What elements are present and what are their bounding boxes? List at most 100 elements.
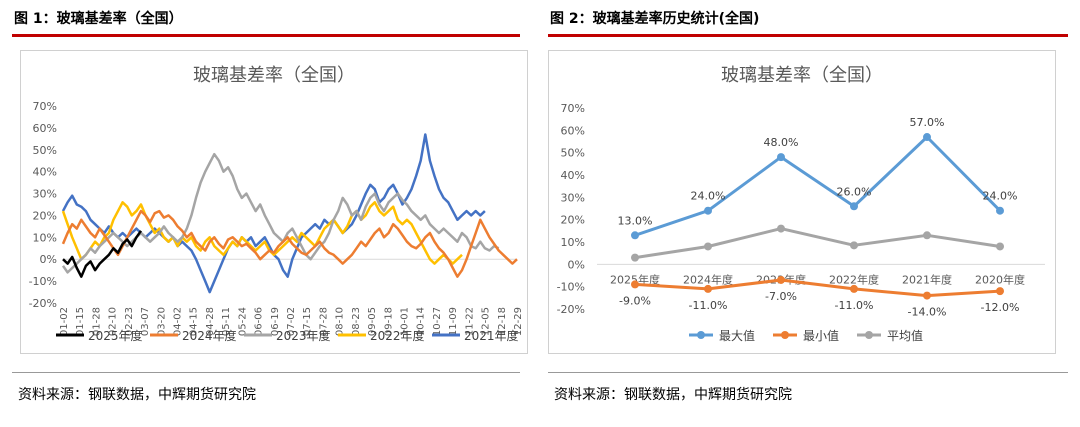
figure-1-source: 资料来源：钢联数据，中辉期货研究院 [18,387,256,403]
chart-1-x-tick-label: 06-19 [270,307,281,336]
chart-1-x-tick-label: 03-20 [156,307,167,336]
chart-2-data-label: -9.0% [619,294,651,307]
chart-2-data-label: -7.0% [765,290,797,303]
chart-2-series-line [634,135,1002,237]
chart-1-x-tick-label: 03-07 [140,307,151,336]
chart-2-y-tick-label: 0% [568,258,585,271]
chart-1-series-line [62,230,143,278]
chart-1-x-tick-label: 10-01 [400,307,411,336]
chart-2-data-point [777,275,785,284]
chart-2-y-tick-label: -10% [557,281,585,294]
chart-2-data-label: 26.0% [837,185,872,198]
chart-2-data-point [704,242,712,251]
chart-1-x-tick-label: 04-02 [173,307,184,336]
chart-2-title: 玻璃基差率（全国） [721,65,883,86]
chart-1-x-tick-label: 04-28 [205,307,216,336]
chart-1-y-tick-label: -10% [29,275,57,288]
chart-1-svg: 玻璃基差率（全国） -20% -10% 0% 10% 20% 30% 40% 50% 60% 70… [29,65,524,343]
figure-1-header: 图 1：玻璃基差率（全国） [14,11,183,27]
chart-2-data-point [777,153,785,162]
figure-2-footer-rule [548,372,1068,373]
chart-2-x-tick-label: 2020年度 [975,272,1025,286]
chart-1-legend-label: 2021年度 [464,328,519,343]
chart-1-y-tick-label: -20% [29,297,57,310]
chart-1-x-tick-label: 12-18 [497,307,508,336]
chart-2-y-tick-label: -20% [557,303,585,316]
chart-1-x-tick-label: 11-22 [464,307,475,336]
chart-1-y-tick-label: 40% [33,166,57,179]
chart-1-x-tick-label: 01-15 [75,307,86,336]
chart-2-svg: 玻璃基差率（全国） -20% -10% 0% 10% 20% 30% 40% 50% 60% 70… [557,65,1045,343]
chart-2-x-tick-label: 2025年度 [610,272,660,286]
chart-2-data-label: 24.0% [691,190,726,203]
chart-2-data-label: -11.0% [835,299,874,312]
chart-2-data-label: -12.0% [981,301,1020,314]
chart-2-data-point [996,206,1004,215]
chart-2-data-point [631,280,639,289]
chart-1-series-line [61,201,463,265]
chart-2-data-point [777,224,785,233]
chart-2-y-tick-label: 60% [561,124,585,137]
chart-1-x-tick-label: 10-27 [432,307,443,336]
basis-rate-history-chart: 玻璃基差率（全国） -20% -10% 0% 10% 20% 30% 40% 50% 60% 70… [548,50,1056,354]
chart-2-data-label: 24.0% [983,190,1018,203]
chart-1-title: 玻璃基差率（全国） [193,65,355,86]
chart-2-data-point [923,133,931,142]
figure-2-source: 资料来源：钢联数据，中辉期货研究院 [554,387,792,403]
chart-2-data-label: -14.0% [908,306,947,319]
chart-2-data-point [850,241,858,250]
chart-1-x-tick-label: 10-14 [416,307,427,336]
chart-1-legend-label: 2023年度 [276,328,331,343]
chart-2-y-tick-label: 20% [561,214,585,227]
figure-2-header: 图 2：玻璃基差率历史统计(全国) [550,11,760,27]
chart-1-x-tick-label: 06-06 [254,307,265,336]
chart-2-legend-marker [865,331,873,339]
chart-1-x-tick-label: 09-05 [367,307,378,336]
chart-2-data-point [996,242,1004,251]
chart-1-x-tick-label: 01-28 [91,307,102,336]
chart-2-legend-label: 最大值 [719,328,755,343]
chart-2-data-point [631,253,639,262]
chart-2-data-point [704,206,712,215]
chart-1-x-tick-label: 02-23 [124,307,135,336]
chart-1-y-tick-label: 60% [33,122,57,135]
chart-1-x-tick-label: 01-02 [59,307,70,336]
chart-1-x-tick-label: 08-23 [351,307,362,336]
chart-2-x-tick-label: 2024年度 [683,272,733,286]
chart-1-x-tick-label: 09-18 [383,307,394,336]
chart-1-y-tick-label: 10% [33,231,57,244]
chart-1-x-tick-label: 11-09 [448,307,459,336]
chart-1-x-tick-label: 08-10 [335,307,346,336]
chart-1-legend-label: 2024年度 [182,328,237,343]
chart-2-data-point [850,202,858,211]
chart-2-y-tick-label: 30% [561,191,585,204]
chart-1-y-tick-label: 20% [33,209,57,222]
chart-1-x-tick-label: 05-24 [237,307,248,336]
chart-2-data-label: 48.0% [764,136,799,149]
chart-2-y-tick-label: 70% [561,102,585,115]
figure-1-header-rule [12,34,520,37]
chart-2-y-tick-label: 10% [561,236,585,249]
chart-2-legend-label: 平均值 [887,328,923,343]
chart-1-x-tick-label: 04-15 [189,307,200,336]
chart-2-x-tick-label: 2021年度 [902,272,952,286]
chart-2-data-label: -11.0% [689,299,728,312]
basis-rate-seasonal-chart: 玻璃基差率（全国） -20% -10% 0% 10% 20% 30% 40% 50% 60% 70… [20,50,528,354]
chart-2-legend-label: 最小值 [803,328,839,343]
chart-2-data-label: 57.0% [910,116,945,129]
figure-2-header-rule [548,34,1068,37]
chart-1-x-tick-label: 02-10 [108,307,119,336]
chart-1-x-tick-label: 12-05 [481,307,492,336]
chart-1-x-tick-label: 07-15 [302,307,313,336]
chart-1-x-tick-label: 07-02 [286,307,297,336]
chart-1-y-tick-label: 50% [33,144,57,157]
chart-1-y-tick-label: 0% [40,253,57,266]
chart-2-legend-marker [697,331,705,339]
chart-1-x-tick-label: 12-29 [513,307,524,336]
chart-2-y-tick-label: 40% [561,169,585,182]
chart-1-y-tick-label: 30% [33,188,57,201]
chart-2-data-label: 13.0% [618,214,653,227]
chart-2-x-tick-label: 2022年度 [829,272,879,286]
chart-1-series-line [61,133,486,294]
chart-2-y-tick-label: 50% [561,147,585,160]
